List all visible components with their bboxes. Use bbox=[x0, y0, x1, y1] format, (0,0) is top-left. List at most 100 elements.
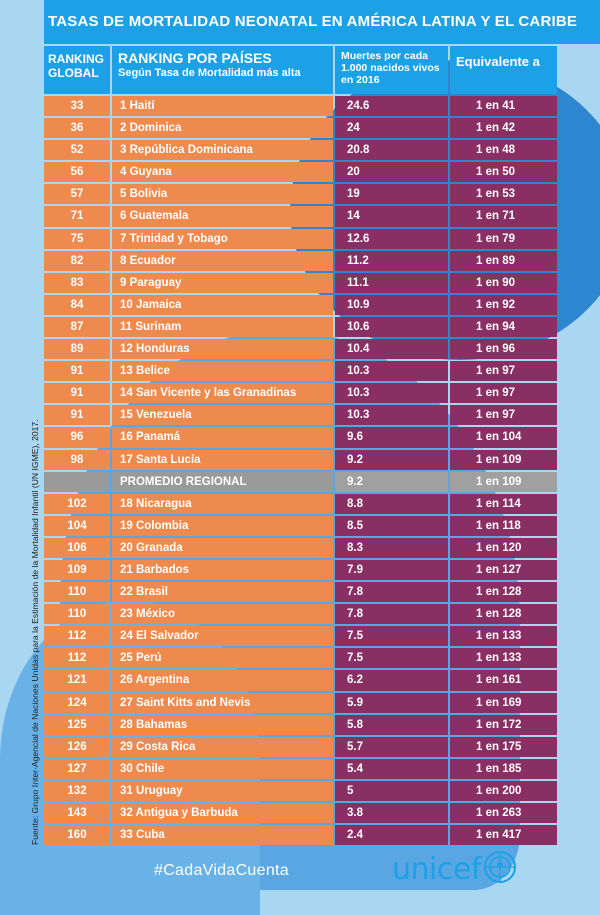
table-row: 57 5 Bolivia 19 1 en 53 bbox=[44, 184, 600, 205]
equivalent-cell: 1 en 90 bbox=[450, 272, 557, 293]
country-cell: 23 México bbox=[112, 604, 333, 625]
equivalent-cell: 1 en 109 bbox=[450, 449, 557, 470]
country-cell: 16 Panamá bbox=[112, 427, 333, 448]
equivalent-cell: 1 en 118 bbox=[450, 515, 557, 536]
global-rank-cell: 96 bbox=[44, 427, 110, 448]
deaths-cell: 19 bbox=[335, 184, 448, 205]
table-row: 71 6 Guatemala 14 1 en 71 bbox=[44, 206, 600, 227]
equivalent-cell: 1 en 120 bbox=[450, 537, 557, 558]
global-rank-cell: 89 bbox=[44, 339, 110, 360]
deaths-cell: 5.7 bbox=[335, 736, 448, 757]
table-row: 127 30 Chile 5.4 1 en 185 bbox=[44, 758, 600, 779]
country-cell: 19 Colombia bbox=[112, 515, 333, 536]
global-rank-cell: 91 bbox=[44, 361, 110, 382]
global-rank-cell: 132 bbox=[44, 780, 110, 801]
global-rank-cell: 91 bbox=[44, 383, 110, 404]
logo-text: unicef bbox=[392, 852, 481, 887]
table-row: 112 25 Perú 7.5 1 en 133 bbox=[44, 648, 600, 669]
country-cell: 4 Guyana bbox=[112, 162, 333, 183]
table-row: 82 8 Ecuador 11.2 1 en 89 bbox=[44, 250, 600, 271]
global-rank-cell: 91 bbox=[44, 405, 110, 426]
deaths-cell: 7.9 bbox=[335, 559, 448, 581]
deaths-cell: 8.8 bbox=[335, 493, 448, 514]
global-rank-cell: 125 bbox=[44, 714, 110, 735]
country-cell: 22 Brasil bbox=[112, 582, 333, 603]
table-row: 91 14 San Vicente y las Granadinas 10.3 1 e… bbox=[44, 383, 600, 404]
deaths-cell: 11.2 bbox=[335, 250, 448, 271]
table-row: 98 17 Santa Lucía 9.2 1 en 109 bbox=[44, 449, 600, 470]
table-row: 125 28 Bahamas 5.8 1 en 172 bbox=[44, 714, 600, 735]
global-rank-cell: 82 bbox=[44, 250, 110, 271]
global-rank-cell bbox=[44, 471, 110, 492]
table-row: 75 7 Trinidad y Tobago 12.6 1 en 79 bbox=[44, 228, 600, 249]
country-cell: 8 Ecuador bbox=[112, 250, 333, 271]
global-rank-cell: 110 bbox=[44, 582, 110, 603]
global-rank-cell: 57 bbox=[44, 184, 110, 205]
regional-average-row: PROMEDIO REGIONAL 9.2 1 en 109 bbox=[44, 471, 600, 492]
deaths-cell: 14 bbox=[335, 206, 448, 227]
header-country-subtitle: Según Tasa de Mortalidad más alta bbox=[118, 67, 301, 79]
global-rank-cell: 102 bbox=[44, 493, 110, 514]
country-cell: 28 Bahamas bbox=[112, 714, 333, 735]
equivalent-cell: 1 en 97 bbox=[450, 405, 557, 426]
equivalent-cell: 1 en 53 bbox=[450, 184, 557, 205]
global-rank-cell: 56 bbox=[44, 162, 110, 183]
country-cell: 29 Costa Rica bbox=[112, 736, 333, 757]
global-rank-cell: 110 bbox=[44, 604, 110, 625]
table: TASAS DE MORTALIDAD NEONATAL EN AMÉRICA … bbox=[44, 0, 600, 847]
equivalent-cell: 1 en 97 bbox=[450, 361, 557, 382]
deaths-cell: 5 bbox=[335, 780, 448, 801]
equivalent-cell: 1 en 161 bbox=[450, 670, 557, 691]
global-rank-cell: 104 bbox=[44, 515, 110, 536]
country-cell: 27 Saint Kitts and Nevis bbox=[112, 692, 333, 713]
global-rank-cell: 84 bbox=[44, 294, 110, 315]
table-row: 84 10 Jamaica 10.9 1 en 92 bbox=[44, 294, 600, 315]
equivalent-cell: 1 en 42 bbox=[450, 118, 557, 139]
country-cell: PROMEDIO REGIONAL bbox=[112, 471, 333, 492]
deaths-cell: 2.4 bbox=[335, 825, 448, 846]
deaths-cell: 8.3 bbox=[335, 537, 448, 558]
deaths-cell: 7.5 bbox=[335, 626, 448, 647]
equivalent-cell: 1 en 48 bbox=[450, 140, 557, 161]
deaths-cell: 7.5 bbox=[335, 648, 448, 669]
global-rank-cell: 33 bbox=[44, 96, 110, 117]
table-row: 52 3 República Dominicana 20.8 1 en 48 bbox=[44, 140, 600, 161]
global-rank-cell: 127 bbox=[44, 758, 110, 779]
country-cell: 32 Antigua y Barbuda bbox=[112, 803, 333, 824]
country-cell: 25 Perú bbox=[112, 648, 333, 669]
country-cell: 24 El Salvador bbox=[112, 626, 333, 647]
equivalent-cell: 1 en 92 bbox=[450, 294, 557, 315]
deaths-cell: 10.4 bbox=[335, 339, 448, 360]
deaths-cell: 20.8 bbox=[335, 140, 448, 161]
deaths-cell: 5.4 bbox=[335, 758, 448, 779]
global-rank-cell: 75 bbox=[44, 228, 110, 249]
country-cell: 21 Barbados bbox=[112, 559, 333, 581]
equivalent-cell: 1 en 127 bbox=[450, 559, 557, 581]
deaths-cell: 9.6 bbox=[335, 427, 448, 448]
country-cell: 13 Belice bbox=[112, 361, 333, 382]
global-rank-cell: 106 bbox=[44, 537, 110, 558]
deaths-cell: 6.2 bbox=[335, 670, 448, 691]
page-title: TASAS DE MORTALIDAD NEONATAL EN AMÉRICA … bbox=[44, 0, 600, 44]
country-cell: 9 Paraguay bbox=[112, 272, 333, 293]
equivalent-cell: 1 en 97 bbox=[450, 383, 557, 404]
table-row: 91 15 Venezuela 10.3 1 en 97 bbox=[44, 405, 600, 426]
equivalent-cell: 1 en 128 bbox=[450, 604, 557, 625]
global-rank-cell: 121 bbox=[44, 670, 110, 691]
global-rank-cell: 160 bbox=[44, 825, 110, 846]
country-cell: 31 Uruguay bbox=[112, 780, 333, 801]
table-row: 83 9 Paraguay 11.1 1 en 90 bbox=[44, 272, 600, 293]
deaths-cell: 9.2 bbox=[335, 471, 448, 492]
table-body: 33 1 Haití 24.6 1 en 41 36 2 Dominica 24 1 en 4… bbox=[44, 96, 600, 846]
table-row: 87 11 Surinam 10.6 1 en 94 bbox=[44, 316, 600, 338]
country-cell: 14 San Vicente y las Granadinas bbox=[112, 383, 333, 404]
unicef-logo: unicef bbox=[392, 850, 517, 889]
header-country-ranking: RANKING POR PAÍSES Según Tasa de Mortali… bbox=[112, 46, 333, 94]
source-note: Fuente: Grupo Inter-Agencial de Naciones… bbox=[30, 419, 40, 845]
equivalent-cell: 1 en 175 bbox=[450, 736, 557, 757]
deaths-cell: 10.3 bbox=[335, 383, 448, 404]
table-row: 106 20 Granada 8.3 1 en 120 bbox=[44, 537, 600, 558]
equivalent-cell: 1 en 133 bbox=[450, 626, 557, 647]
equivalent-cell: 1 en 172 bbox=[450, 714, 557, 735]
global-rank-cell: 143 bbox=[44, 803, 110, 824]
